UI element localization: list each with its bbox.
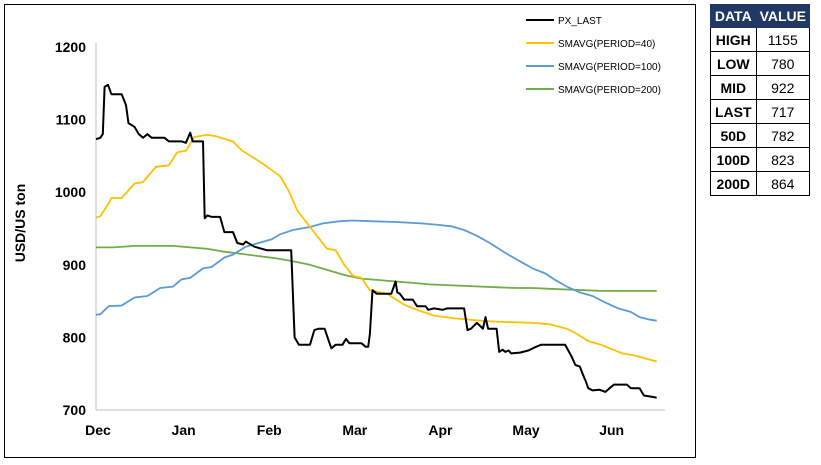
- y-tick-label: 900: [63, 257, 87, 273]
- row-value: 922: [755, 75, 810, 100]
- row-value: 1155: [755, 27, 810, 52]
- x-tick-label: Jan: [172, 422, 196, 438]
- row-label: 100D: [710, 147, 757, 172]
- row-value: 823: [755, 147, 810, 172]
- legend-label: SMAVG(PERIOD=200): [558, 85, 661, 96]
- header-value: VALUE: [755, 4, 810, 28]
- x-tick-label: Dec: [85, 422, 111, 438]
- row-value: 864: [755, 171, 810, 196]
- x-tick-label: May: [512, 422, 539, 438]
- header-data: DATA: [710, 4, 757, 28]
- x-tick-label: Jun: [599, 422, 624, 438]
- table-row: 200D 864: [710, 171, 810, 196]
- series-line-smavg-period-100: [95, 219, 657, 322]
- table-row: LAST 717: [710, 99, 810, 124]
- table-row: 100D 823: [710, 147, 810, 172]
- chart-area: 700 800 900 1000 1100 1200 Dec Jan Feb Mar Apr May J…: [4, 4, 696, 458]
- legend-label: SMAVG(PERIOD=100): [558, 62, 661, 73]
- series-line-px-last: [95, 83, 657, 399]
- table-row: LOW 780: [710, 51, 810, 76]
- y-tick-label: 700: [63, 402, 87, 418]
- legend-label: PX_LAST: [558, 16, 602, 27]
- legend-label: SMAVG(PERIOD=40): [558, 39, 655, 50]
- y-tick-label: 1200: [55, 39, 86, 55]
- row-value: 780: [755, 51, 810, 76]
- series-line-smavg-period-200: [96, 245, 657, 292]
- x-tick-label: Mar: [342, 422, 367, 438]
- x-tick-label: Apr: [428, 422, 453, 438]
- table-row: 50D 782: [710, 123, 810, 148]
- row-label: HIGH: [710, 27, 757, 52]
- y-axis-label: USD/US ton: [12, 184, 28, 263]
- table-row: MID 922: [710, 75, 810, 100]
- y-tick-label: 800: [63, 329, 87, 345]
- series-line-smavg-period-40: [95, 133, 657, 363]
- row-value: 782: [755, 123, 810, 148]
- row-label: 200D: [710, 171, 757, 196]
- row-label: LAST: [710, 99, 757, 124]
- row-label: 50D: [710, 123, 757, 148]
- x-tick-label: Feb: [257, 422, 282, 438]
- row-label: MID: [710, 75, 757, 100]
- stats-table: DATA VALUE HIGH 1155 LOW 780 MID 922 LAS…: [710, 4, 810, 196]
- row-value: 717: [755, 99, 810, 124]
- y-tick-label: 1100: [56, 112, 87, 128]
- table-row: HIGH 1155: [710, 27, 810, 52]
- row-label: LOW: [710, 51, 757, 76]
- line-chart: 700 800 900 1000 1100 1200 Dec Jan Feb Mar Apr May J…: [12, 16, 665, 438]
- y-tick-label: 1000: [55, 184, 86, 200]
